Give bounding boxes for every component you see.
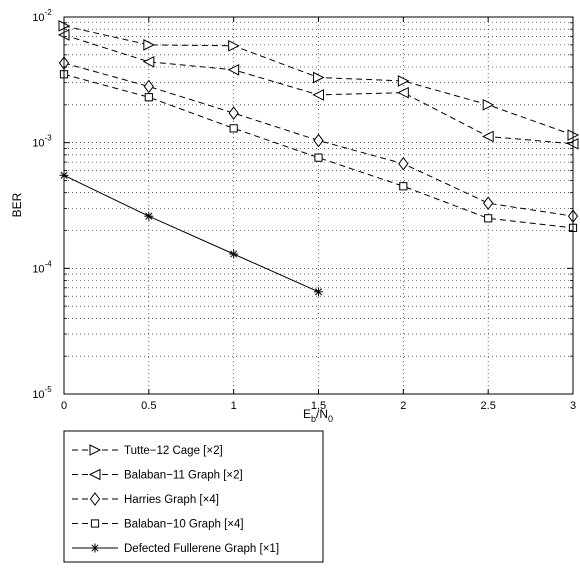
legend-item: Tutte−12 Cage [×2] — [72, 444, 223, 457]
data-point — [484, 214, 493, 223]
x-tick-label: 1 — [231, 400, 237, 412]
data-point — [142, 55, 155, 68]
data-point — [313, 71, 325, 84]
data-point — [314, 153, 323, 162]
data-point — [227, 63, 240, 76]
data-point — [143, 79, 154, 94]
legend-item: Balaban−11 Graph [×2] — [72, 468, 243, 482]
legend-marker — [88, 468, 101, 481]
ticks — [63, 16, 574, 395]
legend-item: Defected Fullerene Graph [×1] — [72, 543, 279, 555]
series-line — [63, 174, 319, 293]
legend-label: Defected Fullerene Graph [×1] — [124, 543, 279, 555]
legend-item: Harries Graph [×4] — [72, 492, 219, 506]
data-point — [314, 287, 323, 297]
data-point — [483, 196, 494, 211]
data-point — [144, 93, 153, 102]
x-tick-label: 0 — [61, 400, 67, 412]
data-point — [397, 86, 409, 99]
legend-marker — [89, 492, 101, 506]
data-point — [312, 89, 324, 101]
legend-label: Balaban−10 Graph [×4] — [124, 519, 244, 531]
legend-label: Tutte−12 Cage [×2] — [124, 445, 223, 457]
legend-label: Balaban−11 Graph [×2] — [124, 470, 243, 482]
y-tick-label: 10-4 — [32, 259, 52, 275]
data-point — [398, 156, 409, 171]
data-point — [228, 106, 239, 120]
x-tick-label: 3 — [570, 400, 576, 412]
y-tick-label: 10-5 — [32, 385, 52, 401]
legend-marker — [90, 543, 100, 553]
data-point — [397, 75, 410, 87]
x-tick-label: 0.5 — [141, 400, 156, 412]
y-tick-label: 10-2 — [32, 8, 52, 24]
legend-marker — [90, 519, 100, 528]
tick-labels: 0 0.5 1 1.5 2 2.5 3 10-5 10-4 10-3 10-2 — [32, 8, 576, 412]
y-axis-label: BER — [10, 192, 24, 217]
legend-item: Balaban−10 Graph [×4] — [72, 519, 244, 531]
data-point — [143, 39, 155, 51]
data-point — [313, 133, 324, 148]
legend-box — [63, 430, 324, 563]
x-tick-label: 2 — [400, 400, 406, 412]
x-axis-label: Eb/N0 — [303, 407, 333, 424]
x-tick-label: 1.5 — [311, 400, 326, 412]
data-point — [144, 211, 154, 221]
x-tick-label: 2.5 — [481, 400, 496, 412]
y-tick-label: 10-3 — [32, 134, 52, 150]
data-point — [229, 124, 238, 133]
data-point — [399, 182, 408, 191]
data-point — [482, 99, 495, 111]
data-point — [229, 249, 239, 259]
legend-marker — [89, 444, 102, 456]
data-point — [482, 130, 494, 143]
legend: Tutte−12 Cage [×2] Balaban−11 Graph [×2] H… — [63, 430, 324, 563]
legend-label: Harries Graph [×4] — [124, 494, 219, 506]
series-3 — [58, 56, 579, 224]
data-point — [228, 39, 240, 52]
